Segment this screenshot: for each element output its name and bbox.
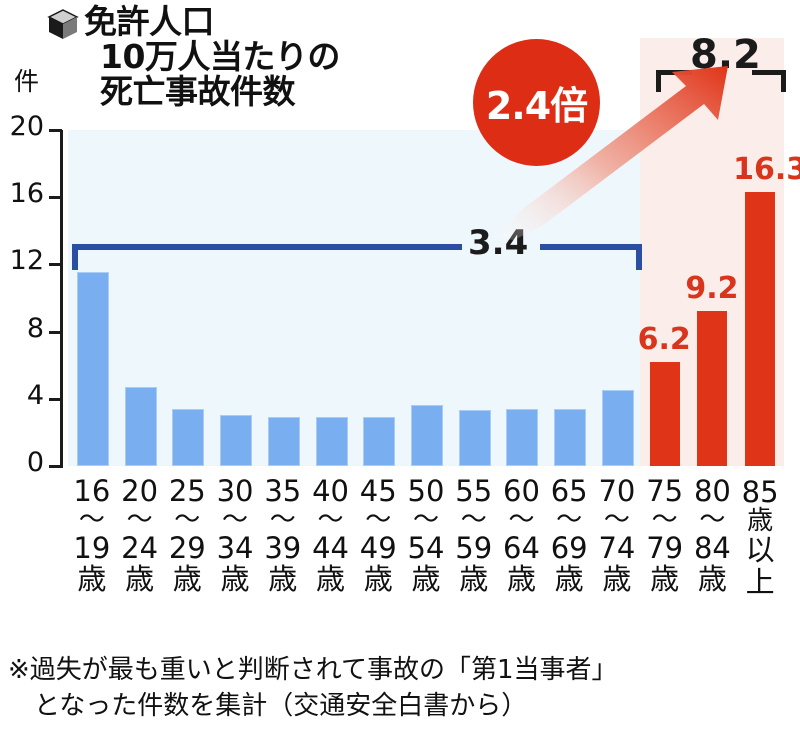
- bracket-right-cap: [636, 244, 642, 270]
- bar-25〜29歳: [172, 408, 205, 466]
- bracket-top-left: [72, 244, 462, 250]
- y-tick-label-8: 8: [26, 312, 44, 344]
- y-tick-16: [49, 196, 62, 200]
- x-label-75〜79歳: 75 〜 79 歳: [646, 474, 684, 596]
- x-label-45〜49歳: 45 〜 49 歳: [359, 474, 397, 596]
- x-label-80〜84歳: 80 〜 84 歳: [693, 474, 731, 596]
- title-line-2: 10万人当たりの: [100, 37, 340, 76]
- bar-60〜64歳: [506, 408, 539, 466]
- bar-55〜59歳: [458, 410, 491, 466]
- ratio-badge: 2.4倍: [473, 39, 600, 166]
- under75-average-bracket: 3.4: [72, 223, 642, 270]
- y-tick-label-0: 0: [26, 447, 44, 478]
- bar-45〜49歳: [363, 416, 396, 466]
- y-axis-line: [60, 130, 63, 468]
- footnote-line-1: ※過失が最も重いと判断されて事故の「第1当事者」: [8, 655, 618, 685]
- footnote-line-2: となった件数を集計（交通安全白書から）: [34, 691, 528, 721]
- y-tick-label-4: 4: [26, 379, 44, 411]
- bar-85歳以上: [745, 192, 776, 466]
- y-tick-20: [49, 129, 62, 132]
- x-label-16〜19歳: 16 〜 19 歳: [73, 474, 111, 596]
- y-tick-label-20: 20: [9, 111, 44, 142]
- title-line-3: 死亡事故件数: [100, 72, 295, 111]
- kbracket-left-cap: [656, 70, 661, 92]
- x-label-35〜39歳: 35 〜 39 歳: [264, 474, 302, 596]
- x-label-40〜44歳: 40 〜 44 歳: [312, 474, 349, 596]
- cube-icon: [47, 9, 79, 39]
- plot-area: 6.2 9.2 16.3: [68, 38, 800, 466]
- bar-80〜84歳: [697, 311, 728, 466]
- bars-layer: 6.2 9.2 16.3: [68, 130, 800, 466]
- x-label-55〜59歳: 55 〜 59 歳: [455, 474, 493, 596]
- bar-40〜44歳: [315, 416, 348, 466]
- bracket-top-right: [540, 244, 642, 250]
- y-tick-label-12: 12: [9, 245, 44, 277]
- y-tick-label-16: 16: [9, 178, 44, 210]
- y-tick-12: [49, 263, 62, 267]
- ratio-badge-label: 2.4倍: [485, 84, 588, 128]
- kbracket-right-cap: [781, 70, 786, 92]
- under75-band: [68, 130, 640, 466]
- bar-value-label: 16.3: [733, 152, 800, 188]
- bracket-left-cap: [72, 244, 78, 270]
- bar-35〜39歳: [267, 416, 300, 466]
- y-tick-0: [49, 465, 62, 468]
- y-tick-4: [49, 397, 62, 401]
- bar-20〜24歳: [124, 386, 157, 466]
- kbracket-top-right: [752, 70, 786, 75]
- bar-65〜69歳: [554, 408, 587, 466]
- bar-value-label: 9.2: [685, 271, 739, 307]
- bar-16〜19歳: [76, 272, 109, 466]
- x-label-65〜69歳: 65 〜 69 歳: [550, 474, 588, 596]
- bar-70〜74歳: [601, 390, 634, 466]
- page-title: 免許人口 10万人当たりの 死亡事故件数: [84, 4, 340, 109]
- y-axis-unit: 件: [14, 67, 40, 96]
- x-label-30〜34歳: 30 〜 34 歳: [216, 474, 254, 596]
- x-label-70〜74歳: 70 〜 74 歳: [598, 474, 636, 596]
- x-label-50〜54歳: 50 〜 54 歳: [407, 474, 445, 596]
- y-tick-8: [49, 330, 62, 334]
- footnote: ※過失が最も重いと判断されて事故の「第1当事者」 となった件数を集計（交通安全白…: [8, 652, 798, 724]
- bar-30〜34歳: [220, 415, 253, 466]
- bar-50〜54歳: [411, 405, 443, 466]
- bar-value-label: 6.2: [637, 321, 691, 357]
- title-line-1: 免許人口: [84, 2, 214, 41]
- x-axis-labels: 16 〜 19 歳 20 〜 24 歳 25 〜 29 歳 30 〜 34 歳 35 〜 39 歳 40 〜 44 歳 45 〜 4…: [68, 476, 784, 626]
- x-label-85歳以上: 85 歳以上: [741, 475, 779, 599]
- up-right-arrow-icon: [494, 66, 728, 240]
- x-label-20〜24歳: 20 〜 24 歳: [121, 474, 159, 596]
- x-label-60〜64歳: 60 〜 64 歳: [503, 474, 540, 596]
- bar-75〜79歳: [649, 361, 680, 466]
- x-label-25〜29歳: 25 〜 29 歳: [168, 474, 206, 596]
- title-block: 免許人口 10万人当たりの 死亡事故件数: [46, 4, 340, 109]
